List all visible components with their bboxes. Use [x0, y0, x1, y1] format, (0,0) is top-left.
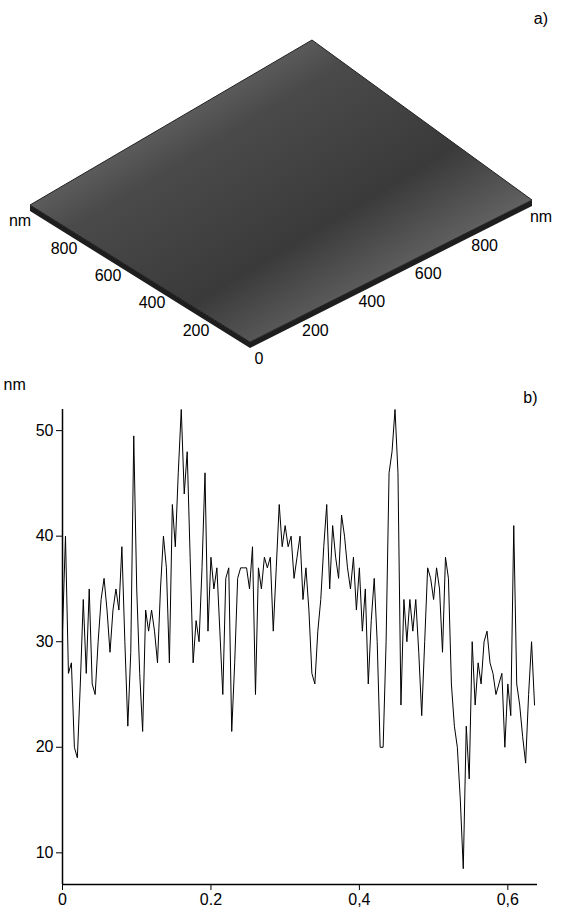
svg-text:20: 20: [36, 738, 54, 755]
svg-text:400: 400: [358, 293, 385, 310]
svg-text:400: 400: [139, 294, 166, 311]
svg-text:200: 200: [183, 322, 210, 339]
svg-text:0.2: 0.2: [200, 891, 222, 908]
svg-text:40: 40: [36, 527, 54, 544]
svg-text:200: 200: [302, 322, 329, 339]
svg-text:30: 30: [36, 633, 54, 650]
svg-text:nm: nm: [530, 208, 552, 225]
svg-text:nm: nm: [9, 212, 31, 229]
svg-text:0: 0: [58, 891, 67, 908]
svg-text:50: 50: [36, 422, 54, 439]
svg-text:800: 800: [471, 237, 498, 254]
svg-text:b): b): [523, 389, 537, 406]
svg-text:a): a): [534, 10, 548, 27]
svg-text:0: 0: [255, 350, 264, 367]
svg-text:0,6: 0,6: [497, 891, 519, 908]
svg-text:800: 800: [51, 240, 78, 257]
svg-text:600: 600: [95, 267, 122, 284]
svg-text:0,4: 0,4: [348, 891, 370, 908]
svg-text:600: 600: [415, 265, 442, 282]
svg-text:10: 10: [36, 844, 54, 861]
svg-text:nm: nm: [4, 376, 26, 393]
